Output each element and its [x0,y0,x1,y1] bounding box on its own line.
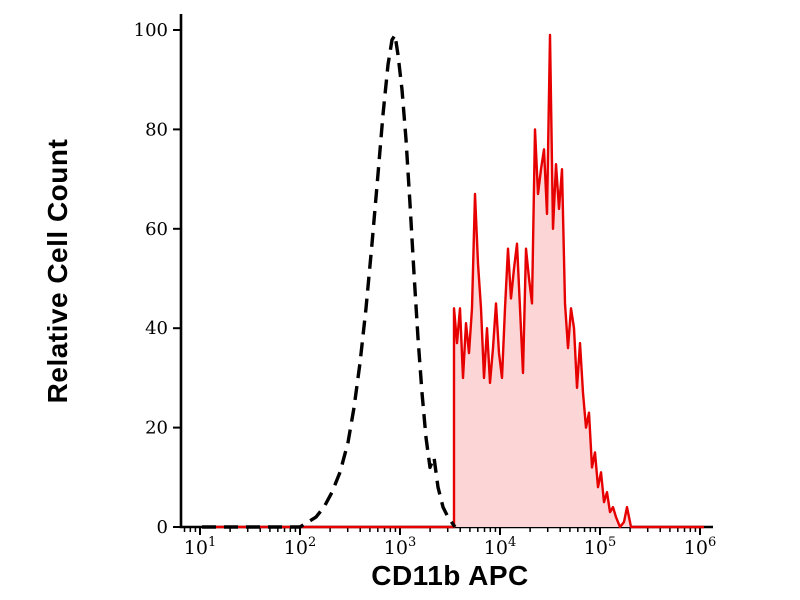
y-tick-label: 40 [145,318,168,339]
x-tick-label: 104 [484,535,516,559]
cd11b-apc-stained-fill [202,35,704,527]
y-tick-label: 60 [145,219,168,240]
y-tick-label: 80 [145,119,168,140]
isotype-control-curve [202,33,457,529]
x-tick-label: 102 [284,535,316,559]
x-tick-label: 101 [184,535,216,559]
y-tick-label: 0 [157,517,168,538]
y-tick-label: 20 [145,418,168,439]
x-axis-title: CD11b APC [371,560,529,591]
x-tick-label: 103 [384,535,416,559]
y-tick-label: 100 [134,20,168,41]
cd11b-apc-stained-curve [202,33,704,529]
x-tick-label: 105 [584,535,616,559]
x-tick-label: 106 [684,535,716,559]
axes-lines [179,14,713,529]
y-axis-title: Relative Cell Count [42,138,73,404]
